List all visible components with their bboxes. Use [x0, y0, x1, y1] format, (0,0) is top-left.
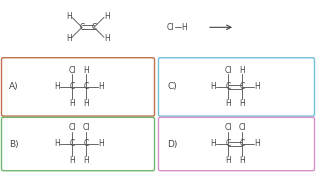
Text: H: H — [69, 98, 75, 107]
Text: A): A) — [9, 82, 19, 91]
Text: H: H — [54, 82, 60, 91]
Text: C: C — [239, 140, 244, 148]
Text: C: C — [69, 82, 75, 91]
Text: H: H — [98, 82, 104, 91]
Text: H: H — [239, 98, 245, 107]
Text: H: H — [83, 98, 89, 107]
FancyBboxPatch shape — [2, 58, 155, 116]
Text: H: H — [239, 156, 245, 165]
Text: Cl: Cl — [68, 123, 76, 132]
Text: H: H — [104, 12, 110, 21]
Text: H: H — [210, 140, 216, 148]
Text: Cl: Cl — [224, 66, 232, 75]
Text: B): B) — [9, 140, 19, 148]
Text: C: C — [84, 140, 89, 148]
Text: C: C — [225, 140, 231, 148]
Text: H: H — [54, 140, 60, 148]
Text: H: H — [66, 12, 72, 21]
Text: Cl: Cl — [238, 123, 246, 132]
Text: Cl: Cl — [82, 123, 90, 132]
Text: C: C — [84, 82, 89, 91]
FancyBboxPatch shape — [2, 117, 155, 171]
Text: C: C — [225, 82, 231, 91]
Text: H: H — [104, 34, 110, 43]
Text: H: H — [98, 140, 104, 148]
Text: H: H — [254, 140, 260, 148]
Text: H: H — [66, 34, 72, 43]
Text: C: C — [92, 23, 97, 32]
Text: Cl: Cl — [224, 123, 232, 132]
Text: H: H — [181, 23, 187, 32]
Text: H: H — [225, 98, 231, 107]
FancyBboxPatch shape — [158, 58, 315, 116]
Text: H: H — [83, 66, 89, 75]
Text: C: C — [69, 140, 75, 148]
Text: H: H — [239, 66, 245, 75]
Text: C: C — [79, 23, 84, 32]
Text: Cl: Cl — [68, 66, 76, 75]
Text: H: H — [210, 82, 216, 91]
Text: H: H — [254, 82, 260, 91]
Text: C: C — [239, 82, 244, 91]
FancyBboxPatch shape — [158, 117, 315, 171]
Text: Cl: Cl — [166, 23, 174, 32]
Text: H: H — [69, 156, 75, 165]
Text: C): C) — [167, 82, 177, 91]
Text: D): D) — [167, 140, 177, 148]
Text: H: H — [83, 156, 89, 165]
Text: H: H — [225, 156, 231, 165]
